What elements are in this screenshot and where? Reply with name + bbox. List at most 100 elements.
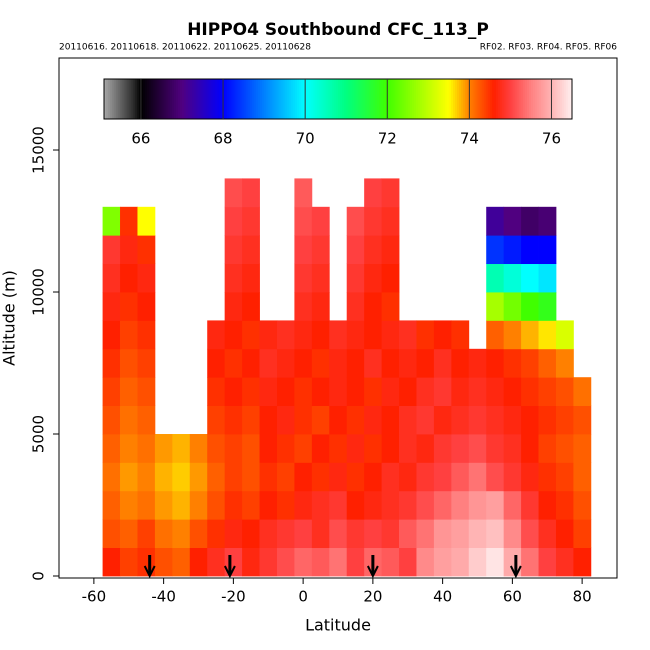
colorbar-swatch: [440, 79, 444, 119]
heatmap-cell: [102, 547, 121, 577]
heatmap-cell: [451, 434, 470, 463]
heatmap-cell: [224, 405, 243, 435]
colorbar-swatch: [520, 79, 524, 119]
heatmap-cell: [102, 405, 121, 435]
heatmap-cell: [555, 348, 574, 378]
heatmap-cell: [555, 377, 574, 407]
colorbar-swatch: [245, 79, 249, 119]
heatmap-cell: [154, 490, 173, 520]
colorbar-swatch: [112, 79, 115, 119]
heatmap-cell: [294, 434, 313, 463]
colorbar-swatch: [179, 79, 183, 119]
heatmap-cell: [172, 462, 191, 492]
heatmap-cell: [329, 490, 348, 520]
colorbar-swatch: [266, 79, 269, 119]
colorbar-swatch: [216, 79, 220, 119]
colorbar-tick-label: 66: [131, 130, 150, 148]
heatmap-cell: [538, 235, 557, 265]
colorbar-swatch: [276, 79, 279, 119]
colorbar-tick-label: 70: [296, 130, 315, 148]
heatmap-cell: [451, 320, 470, 350]
colorbar-swatch: [182, 79, 185, 119]
colorbar-swatch: [506, 79, 509, 119]
heatmap-cell: [242, 235, 260, 265]
colorbar-swatch: [163, 79, 167, 119]
heatmap-cell: [311, 434, 330, 463]
colorbar-swatch: [169, 79, 173, 119]
colorbar-swatch: [124, 79, 128, 119]
heatmap-cell: [364, 434, 382, 463]
colorbar-swatch: [549, 79, 552, 119]
heatmap-cell: [503, 292, 522, 321]
heatmap-cell: [311, 263, 330, 293]
heatmap-cell: [538, 462, 557, 492]
heatmap-cell: [381, 320, 400, 350]
x-tick-label: 0: [298, 588, 308, 606]
heatmap-cell: [503, 519, 522, 549]
heatmap-cell: [538, 377, 557, 407]
heatmap-cell: [503, 434, 522, 463]
colorbar-swatch: [399, 79, 403, 119]
heatmap-cell: [538, 519, 557, 549]
colorbar-swatch: [346, 79, 349, 119]
colorbar-swatch: [325, 79, 329, 119]
heatmap-cell: [137, 490, 156, 520]
heatmap-cell: [294, 519, 313, 549]
colorbar-swatch: [442, 79, 446, 119]
heatmap-cell: [224, 348, 243, 378]
colorbar-frame: [103, 78, 573, 120]
heatmap-cell: [486, 292, 505, 321]
colorbar-swatch: [317, 79, 321, 119]
colorbar-swatch: [208, 79, 212, 119]
heatmap-cell: [381, 292, 400, 321]
colorbar-swatch: [296, 79, 300, 119]
heatmap-cell: [538, 434, 557, 463]
colorbar-swatch: [268, 79, 271, 119]
heatmap-cell: [538, 547, 557, 577]
colorbar-tick-label: 74: [460, 130, 479, 148]
colorbar-swatch: [313, 79, 316, 119]
colorbar-swatch: [457, 79, 460, 119]
heatmap-cell: [189, 490, 208, 520]
heatmap-cell: [137, 292, 156, 321]
heatmap-cell: [364, 292, 382, 321]
heatmap-cell: [538, 348, 557, 378]
flight-marker-head: [143, 565, 156, 579]
heatmap-cell: [521, 434, 539, 463]
heatmap-cell: [521, 377, 539, 407]
colorbar-swatch: [122, 79, 126, 119]
heatmap-cell: [364, 519, 382, 549]
colorbar-swatch: [366, 79, 370, 119]
colorbar-swatch: [134, 79, 138, 119]
heatmap-cell: [120, 547, 138, 577]
heatmap-cell: [259, 490, 278, 520]
heatmap-cell: [503, 263, 522, 293]
heatmap-cell: [486, 462, 505, 492]
heatmap-cell: [346, 405, 365, 435]
colorbar-swatch: [114, 79, 117, 119]
heatmap-cell: [276, 519, 295, 549]
colorbar-swatch: [567, 79, 571, 119]
colorbar-swatch: [360, 79, 364, 119]
colorbar-swatch: [299, 79, 302, 119]
heatmap-cell: [294, 178, 313, 208]
heatmap-cell: [294, 235, 313, 265]
colorbar-swatch: [545, 79, 548, 119]
colorbar-swatch: [426, 79, 429, 119]
colorbar-swatch: [358, 79, 362, 119]
heatmap-cell: [224, 320, 243, 350]
heatmap-cell: [120, 320, 138, 350]
heatmap-cell: [120, 405, 138, 435]
colorbar-swatch: [563, 79, 567, 119]
heatmap-cell: [224, 377, 243, 407]
colorbar-swatch: [130, 79, 134, 119]
colorbar-swatch: [264, 79, 267, 119]
colorbar-swatch: [338, 79, 341, 119]
colorbar-swatch: [340, 79, 343, 119]
colorbar-swatch: [418, 79, 421, 119]
heatmap-cell: [399, 519, 417, 549]
colorbar-swatch: [483, 79, 487, 119]
colorbar-swatch: [331, 79, 335, 119]
colorbar-swatch: [274, 79, 277, 119]
heatmap-cell: [503, 490, 522, 520]
